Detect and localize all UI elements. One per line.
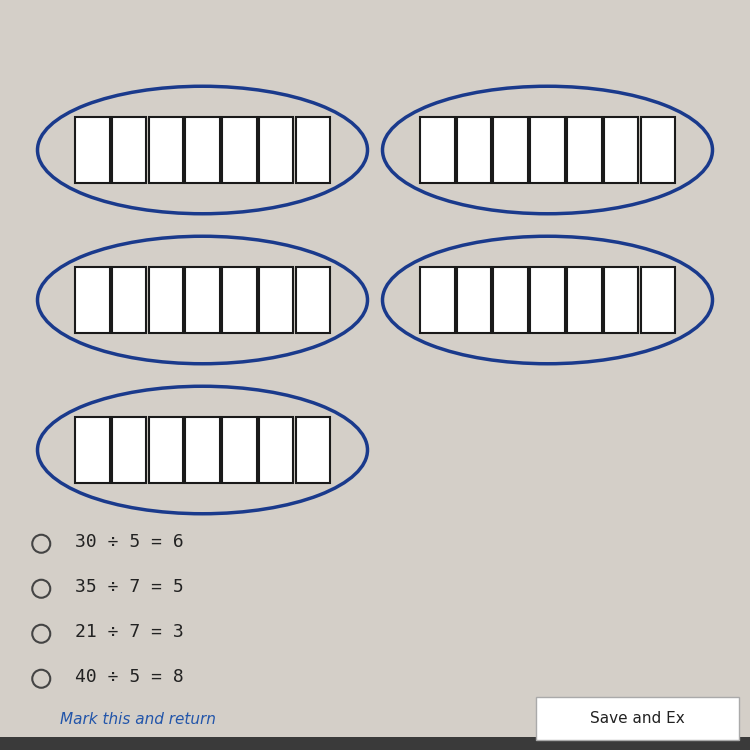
FancyBboxPatch shape xyxy=(296,417,330,483)
FancyBboxPatch shape xyxy=(420,117,454,183)
FancyBboxPatch shape xyxy=(112,267,146,333)
FancyBboxPatch shape xyxy=(259,267,293,333)
FancyBboxPatch shape xyxy=(185,267,220,333)
FancyBboxPatch shape xyxy=(185,417,220,483)
FancyBboxPatch shape xyxy=(530,267,565,333)
FancyBboxPatch shape xyxy=(75,417,109,483)
FancyBboxPatch shape xyxy=(112,417,146,483)
FancyBboxPatch shape xyxy=(75,117,109,183)
FancyBboxPatch shape xyxy=(148,417,183,483)
Text: 40 ÷ 5 = 8: 40 ÷ 5 = 8 xyxy=(75,668,184,686)
FancyBboxPatch shape xyxy=(640,267,675,333)
Text: 35 ÷ 7 = 5: 35 ÷ 7 = 5 xyxy=(75,578,184,596)
FancyBboxPatch shape xyxy=(494,117,528,183)
FancyBboxPatch shape xyxy=(148,117,183,183)
FancyBboxPatch shape xyxy=(640,117,675,183)
FancyBboxPatch shape xyxy=(112,117,146,183)
FancyBboxPatch shape xyxy=(222,417,256,483)
FancyBboxPatch shape xyxy=(604,117,638,183)
FancyBboxPatch shape xyxy=(604,267,638,333)
FancyBboxPatch shape xyxy=(536,697,739,740)
FancyBboxPatch shape xyxy=(567,117,602,183)
FancyBboxPatch shape xyxy=(222,267,256,333)
FancyBboxPatch shape xyxy=(296,267,330,333)
Text: Mark this and return: Mark this and return xyxy=(60,712,216,728)
FancyBboxPatch shape xyxy=(185,117,220,183)
FancyBboxPatch shape xyxy=(530,117,565,183)
FancyBboxPatch shape xyxy=(222,117,256,183)
FancyBboxPatch shape xyxy=(75,267,109,333)
FancyBboxPatch shape xyxy=(296,117,330,183)
FancyBboxPatch shape xyxy=(457,267,491,333)
FancyBboxPatch shape xyxy=(494,267,528,333)
FancyBboxPatch shape xyxy=(259,417,293,483)
FancyBboxPatch shape xyxy=(420,267,454,333)
Text: 21 ÷ 7 = 3: 21 ÷ 7 = 3 xyxy=(75,623,184,641)
Text: Save and Ex: Save and Ex xyxy=(590,711,685,726)
FancyBboxPatch shape xyxy=(567,267,602,333)
Text: 30 ÷ 5 = 6: 30 ÷ 5 = 6 xyxy=(75,533,184,551)
FancyBboxPatch shape xyxy=(0,736,750,750)
FancyBboxPatch shape xyxy=(148,267,183,333)
FancyBboxPatch shape xyxy=(259,117,293,183)
FancyBboxPatch shape xyxy=(457,117,491,183)
